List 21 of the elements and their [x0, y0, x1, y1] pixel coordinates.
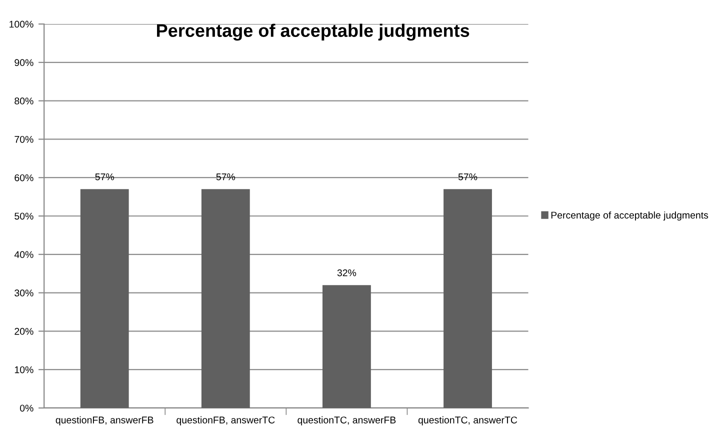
y-tick-label: 100%	[10, 20, 34, 28]
y-tick-label: 50%	[14, 212, 34, 220]
chart-title: Percentage of acceptable judgments	[157, 24, 470, 41]
y-tick-label: 90%	[14, 59, 34, 66]
y-tick-label: 20%	[14, 328, 34, 335]
x-tick-label: questionFB, answerTC	[176, 416, 275, 426]
data-label: 57%	[95, 173, 114, 180]
data-label: 32%	[337, 269, 356, 276]
x-tick-label: questionFB, answerFB	[56, 416, 154, 426]
data-label: 57%	[458, 173, 478, 180]
y-tick-label: 60%	[14, 174, 34, 182]
y-tick-label: 10%	[14, 366, 34, 374]
y-tick-label: 70%	[14, 136, 34, 143]
x-tick-label: questionTC, answerTC	[418, 416, 518, 426]
data-label: 57%	[216, 173, 236, 180]
x-tick-label: questionTC, answerFB	[298, 416, 396, 426]
legend-label: Percentage of acceptable judgments	[551, 211, 708, 221]
y-tick-label: 30%	[14, 290, 34, 296]
y-tick-label: 40%	[14, 251, 34, 258]
y-tick-label: 80%	[14, 98, 34, 104]
y-tick-label: 0%	[20, 404, 34, 412]
